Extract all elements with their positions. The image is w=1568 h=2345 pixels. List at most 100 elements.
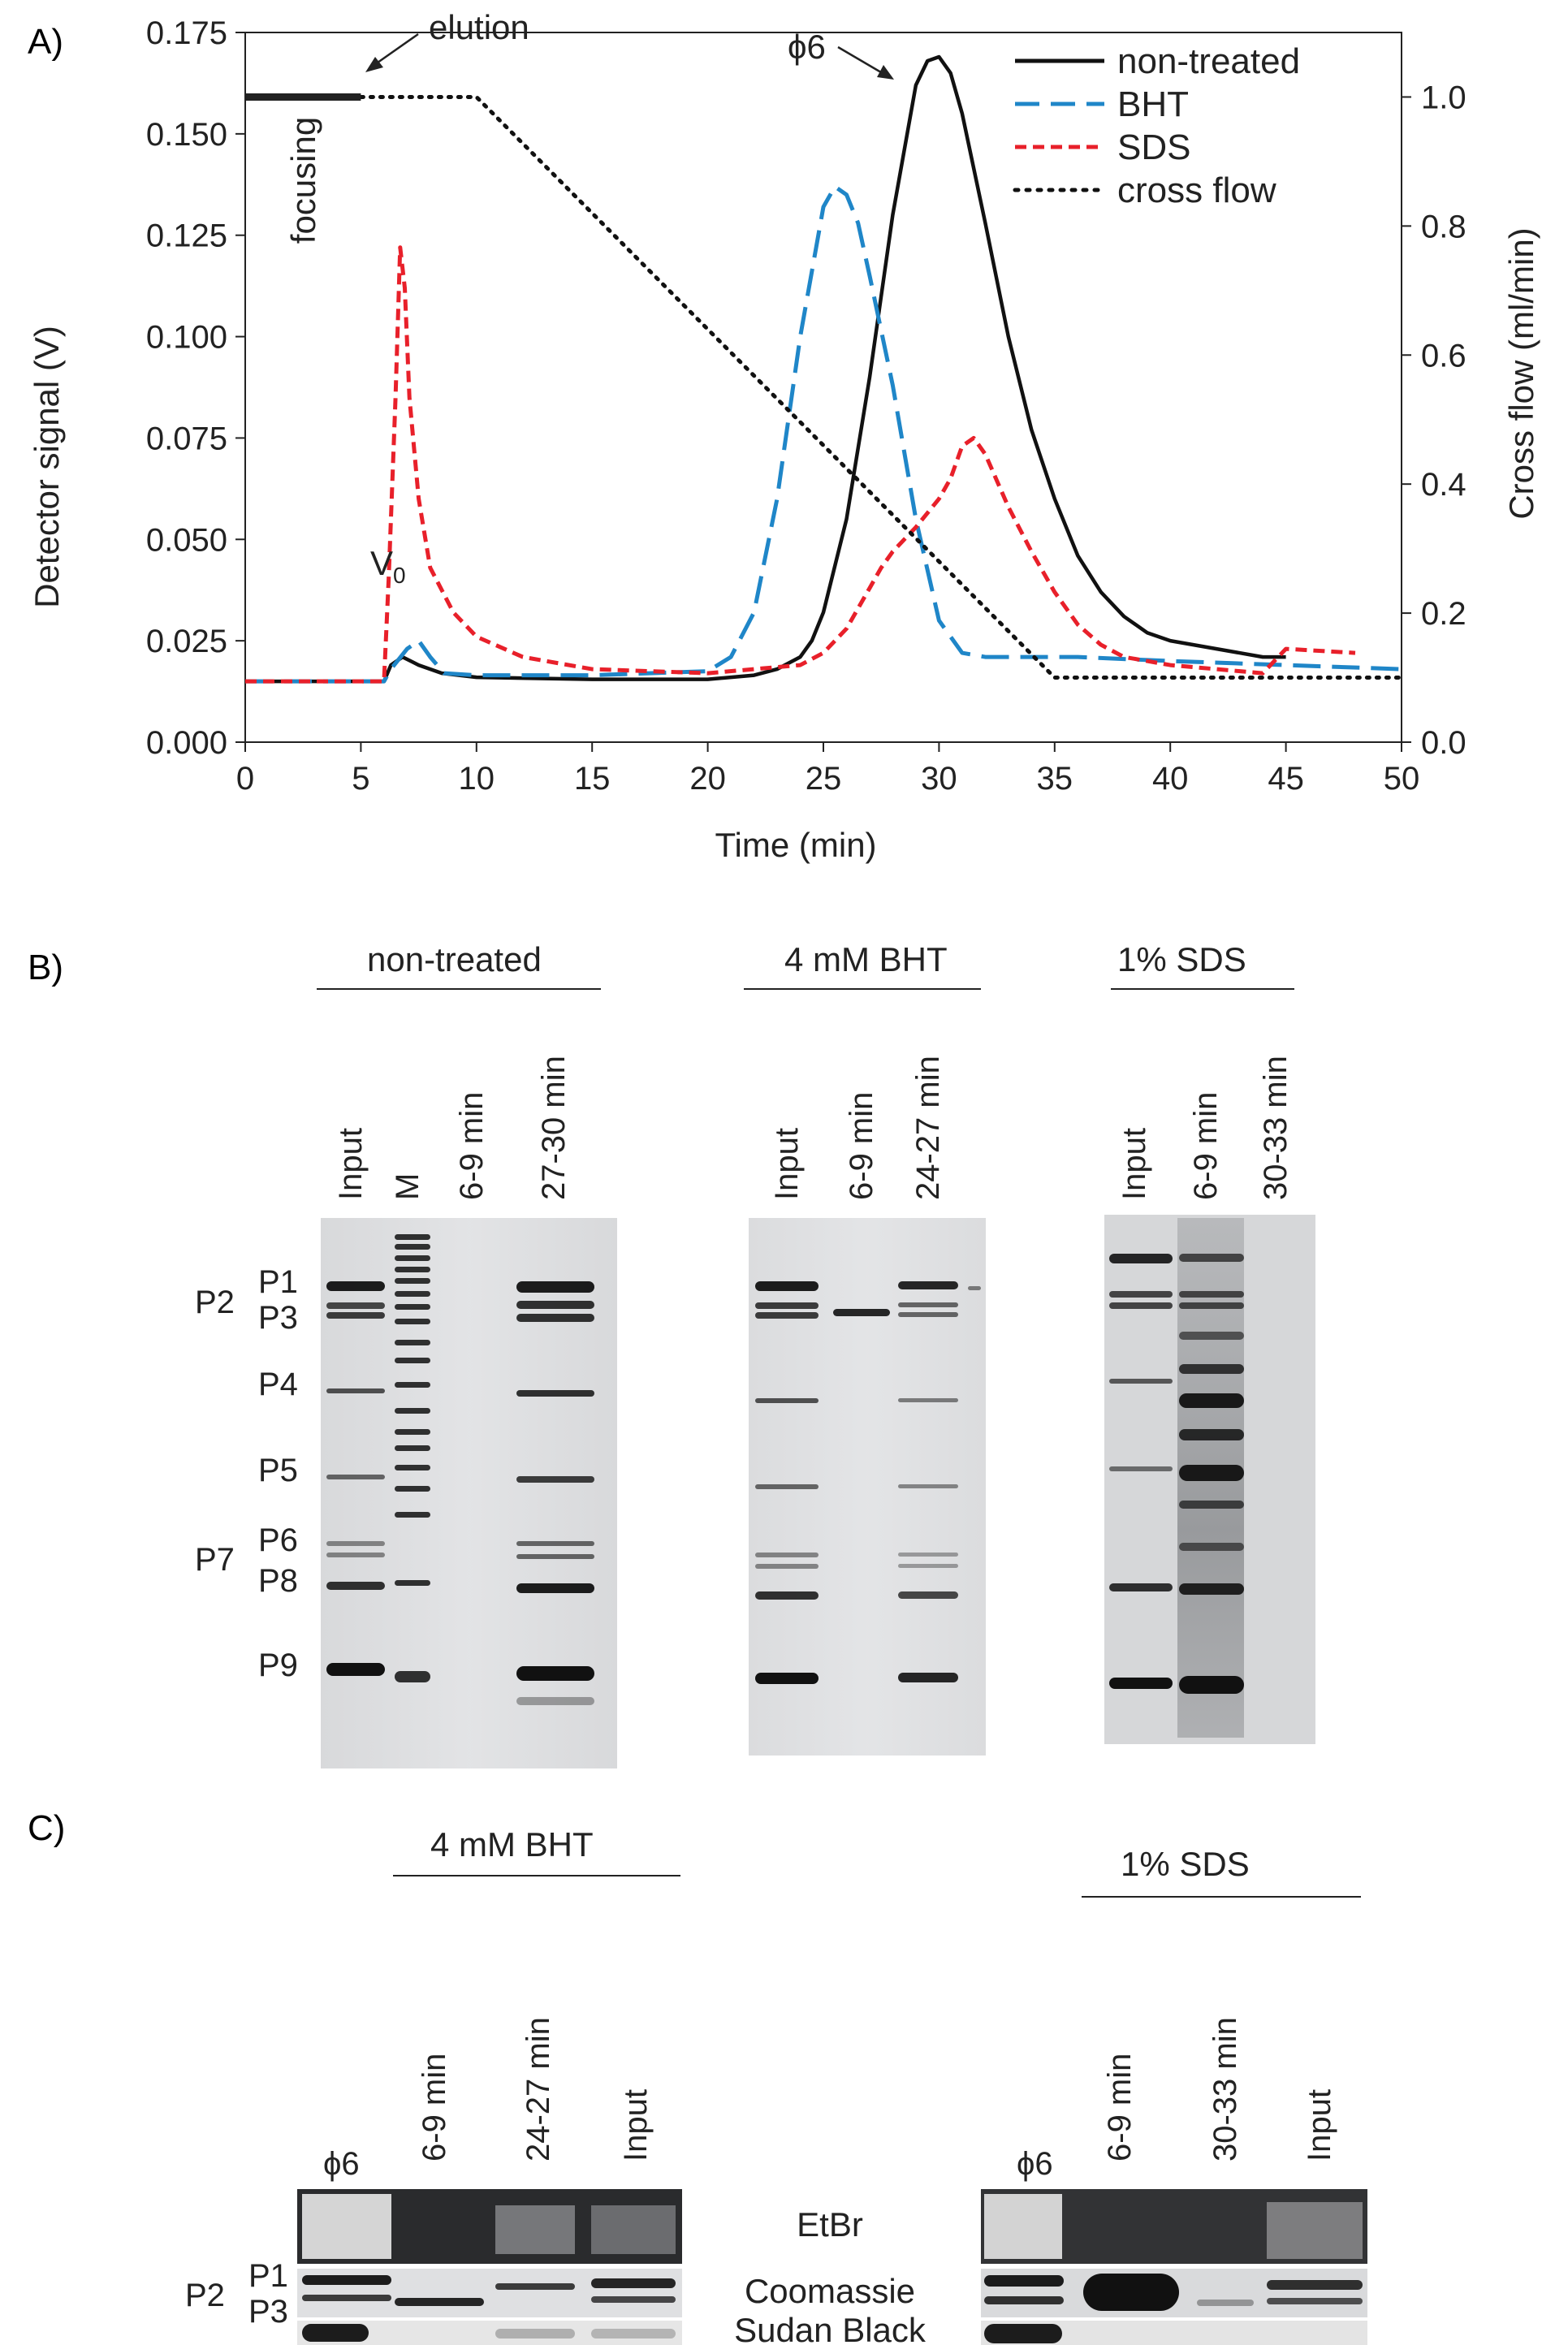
y-axis-right: 0.0 0.2 0.4 0.6 0.8 1.0 (1402, 80, 1466, 761)
band-label-p5: P5 (258, 1453, 298, 1488)
band-label-p6: P6 (258, 1522, 298, 1558)
gel-non-treated (321, 1218, 617, 1768)
series-non-treated (245, 54, 1286, 684)
gel-band (516, 1541, 594, 1546)
x-tick-label: 0 (236, 761, 254, 797)
x-tick-label: 35 (1037, 761, 1073, 797)
group-label: 1% SDS (1121, 1845, 1250, 1883)
lane-label: 6-9 min (417, 2053, 452, 2161)
x-tick-label: 20 (689, 761, 726, 797)
stain-label-coomassie: Coomassie (745, 2272, 915, 2310)
y-right-tick-label: 0.4 (1421, 467, 1466, 503)
gel-band (395, 1445, 430, 1451)
gel-band (1179, 1501, 1244, 1509)
gel-band (1179, 1254, 1244, 1262)
gel-band (984, 2324, 1062, 2343)
gel-band (1109, 1583, 1173, 1591)
lane-label: Input (1302, 2089, 1337, 2161)
gel-band (755, 1398, 819, 1403)
stain-label-sudan: Sudan Black (734, 2311, 927, 2345)
panel-b-lane-labels: Input M 6-9 min 27-30 min Input 6-9 min … (333, 1056, 1294, 1200)
lane-label: 6-9 min (454, 1092, 490, 1200)
panel-c-stain-labels: EtBr Coomassie Sudan Black (734, 2205, 927, 2345)
gel-band (898, 1564, 958, 1568)
gel-band (326, 1541, 385, 1546)
gel-band (1179, 1676, 1244, 1694)
band-label-p2: P2 (185, 2278, 225, 2313)
gel-band (326, 1663, 385, 1676)
y-left-tick-label: 0.000 (146, 725, 227, 761)
gel-sds (1104, 1215, 1315, 1744)
gel-band (898, 1484, 958, 1488)
gel-band (755, 1553, 819, 1557)
y-right-tick-label: 0.0 (1421, 725, 1466, 761)
gel-band (395, 1319, 430, 1324)
gel-band (395, 1255, 430, 1261)
gel-band (395, 1234, 430, 1240)
panel-b-group-bht: 4 mM BHT (744, 940, 981, 990)
gel-band (1109, 1466, 1173, 1471)
gel-band (395, 1512, 430, 1518)
gel-band (1179, 1543, 1244, 1551)
gel-band (516, 1697, 594, 1705)
gel-band (1109, 1379, 1173, 1384)
y-right-tick-label: 0.2 (1421, 596, 1466, 632)
etbr-band (984, 2194, 1062, 2259)
gel-band (1267, 2280, 1363, 2290)
x-tick-label: 5 (352, 761, 369, 797)
group-label: 4 mM BHT (430, 1825, 594, 1863)
series-cross-flow (358, 95, 1404, 680)
lane-label: Input (333, 1128, 369, 1200)
y-right-tick-label: 0.8 (1421, 209, 1466, 244)
gel-band (495, 2283, 575, 2290)
y-right-tick-label: 0.6 (1421, 338, 1466, 374)
group-label: non-treated (367, 940, 542, 978)
gel-band (984, 2275, 1064, 2287)
lane-label: Input (1117, 1128, 1152, 1200)
gel-band (395, 1291, 430, 1297)
gel-band (1109, 1302, 1173, 1309)
y-left-tick-label: 0.075 (146, 421, 227, 456)
lane-label: 24-27 min (521, 2017, 556, 2161)
lane-label: 30-33 min (1258, 1056, 1294, 1200)
etbr-band (591, 2205, 676, 2254)
group-label: 4 mM BHT (784, 940, 948, 978)
x-tick-label: 50 (1384, 761, 1420, 797)
etbr-band (302, 2194, 391, 2259)
y-axis-right-label: Cross flow (ml/min) (1502, 227, 1540, 519)
gel-band (755, 1564, 819, 1569)
x-tick-label: 40 (1152, 761, 1189, 797)
gel-band (516, 1281, 594, 1293)
gel-band (898, 1591, 958, 1599)
gel-band (395, 2298, 484, 2306)
x-tick-label: 30 (921, 761, 957, 797)
gel-band (591, 2278, 676, 2288)
gel-band (395, 1382, 430, 1388)
gel-band (898, 1553, 958, 1557)
gel-band (302, 2295, 391, 2301)
etbr-band (495, 2205, 575, 2254)
gel-band (591, 2329, 676, 2339)
gel-band (1109, 1678, 1173, 1689)
gel-band (1179, 1291, 1244, 1298)
gel-band (302, 2275, 391, 2285)
gel-band (395, 1465, 430, 1470)
stain-label-etbr: EtBr (797, 2205, 863, 2244)
gel-band (1179, 1364, 1244, 1374)
gel-band (1083, 2274, 1179, 2311)
panel-b-letter: B) (28, 948, 63, 987)
band-label-p1: P1 (258, 1264, 298, 1300)
etbr-band (1267, 2202, 1363, 2259)
y-axis-left: 0.000 0.025 0.050 0.075 0.100 0.125 0.150 0.175 (146, 15, 245, 761)
band-label-p4: P4 (258, 1367, 298, 1402)
y-right-tick-label: 1.0 (1421, 80, 1466, 115)
lane-label: 30-33 min (1207, 2017, 1243, 2161)
gel-band (1109, 1254, 1173, 1263)
band-label-p8: P8 (258, 1563, 298, 1599)
gel-band (833, 1309, 890, 1316)
gel-band (898, 1302, 958, 1307)
gel-band (395, 1340, 430, 1345)
phi6-arrow (837, 45, 894, 80)
gel-band (1179, 1583, 1244, 1595)
